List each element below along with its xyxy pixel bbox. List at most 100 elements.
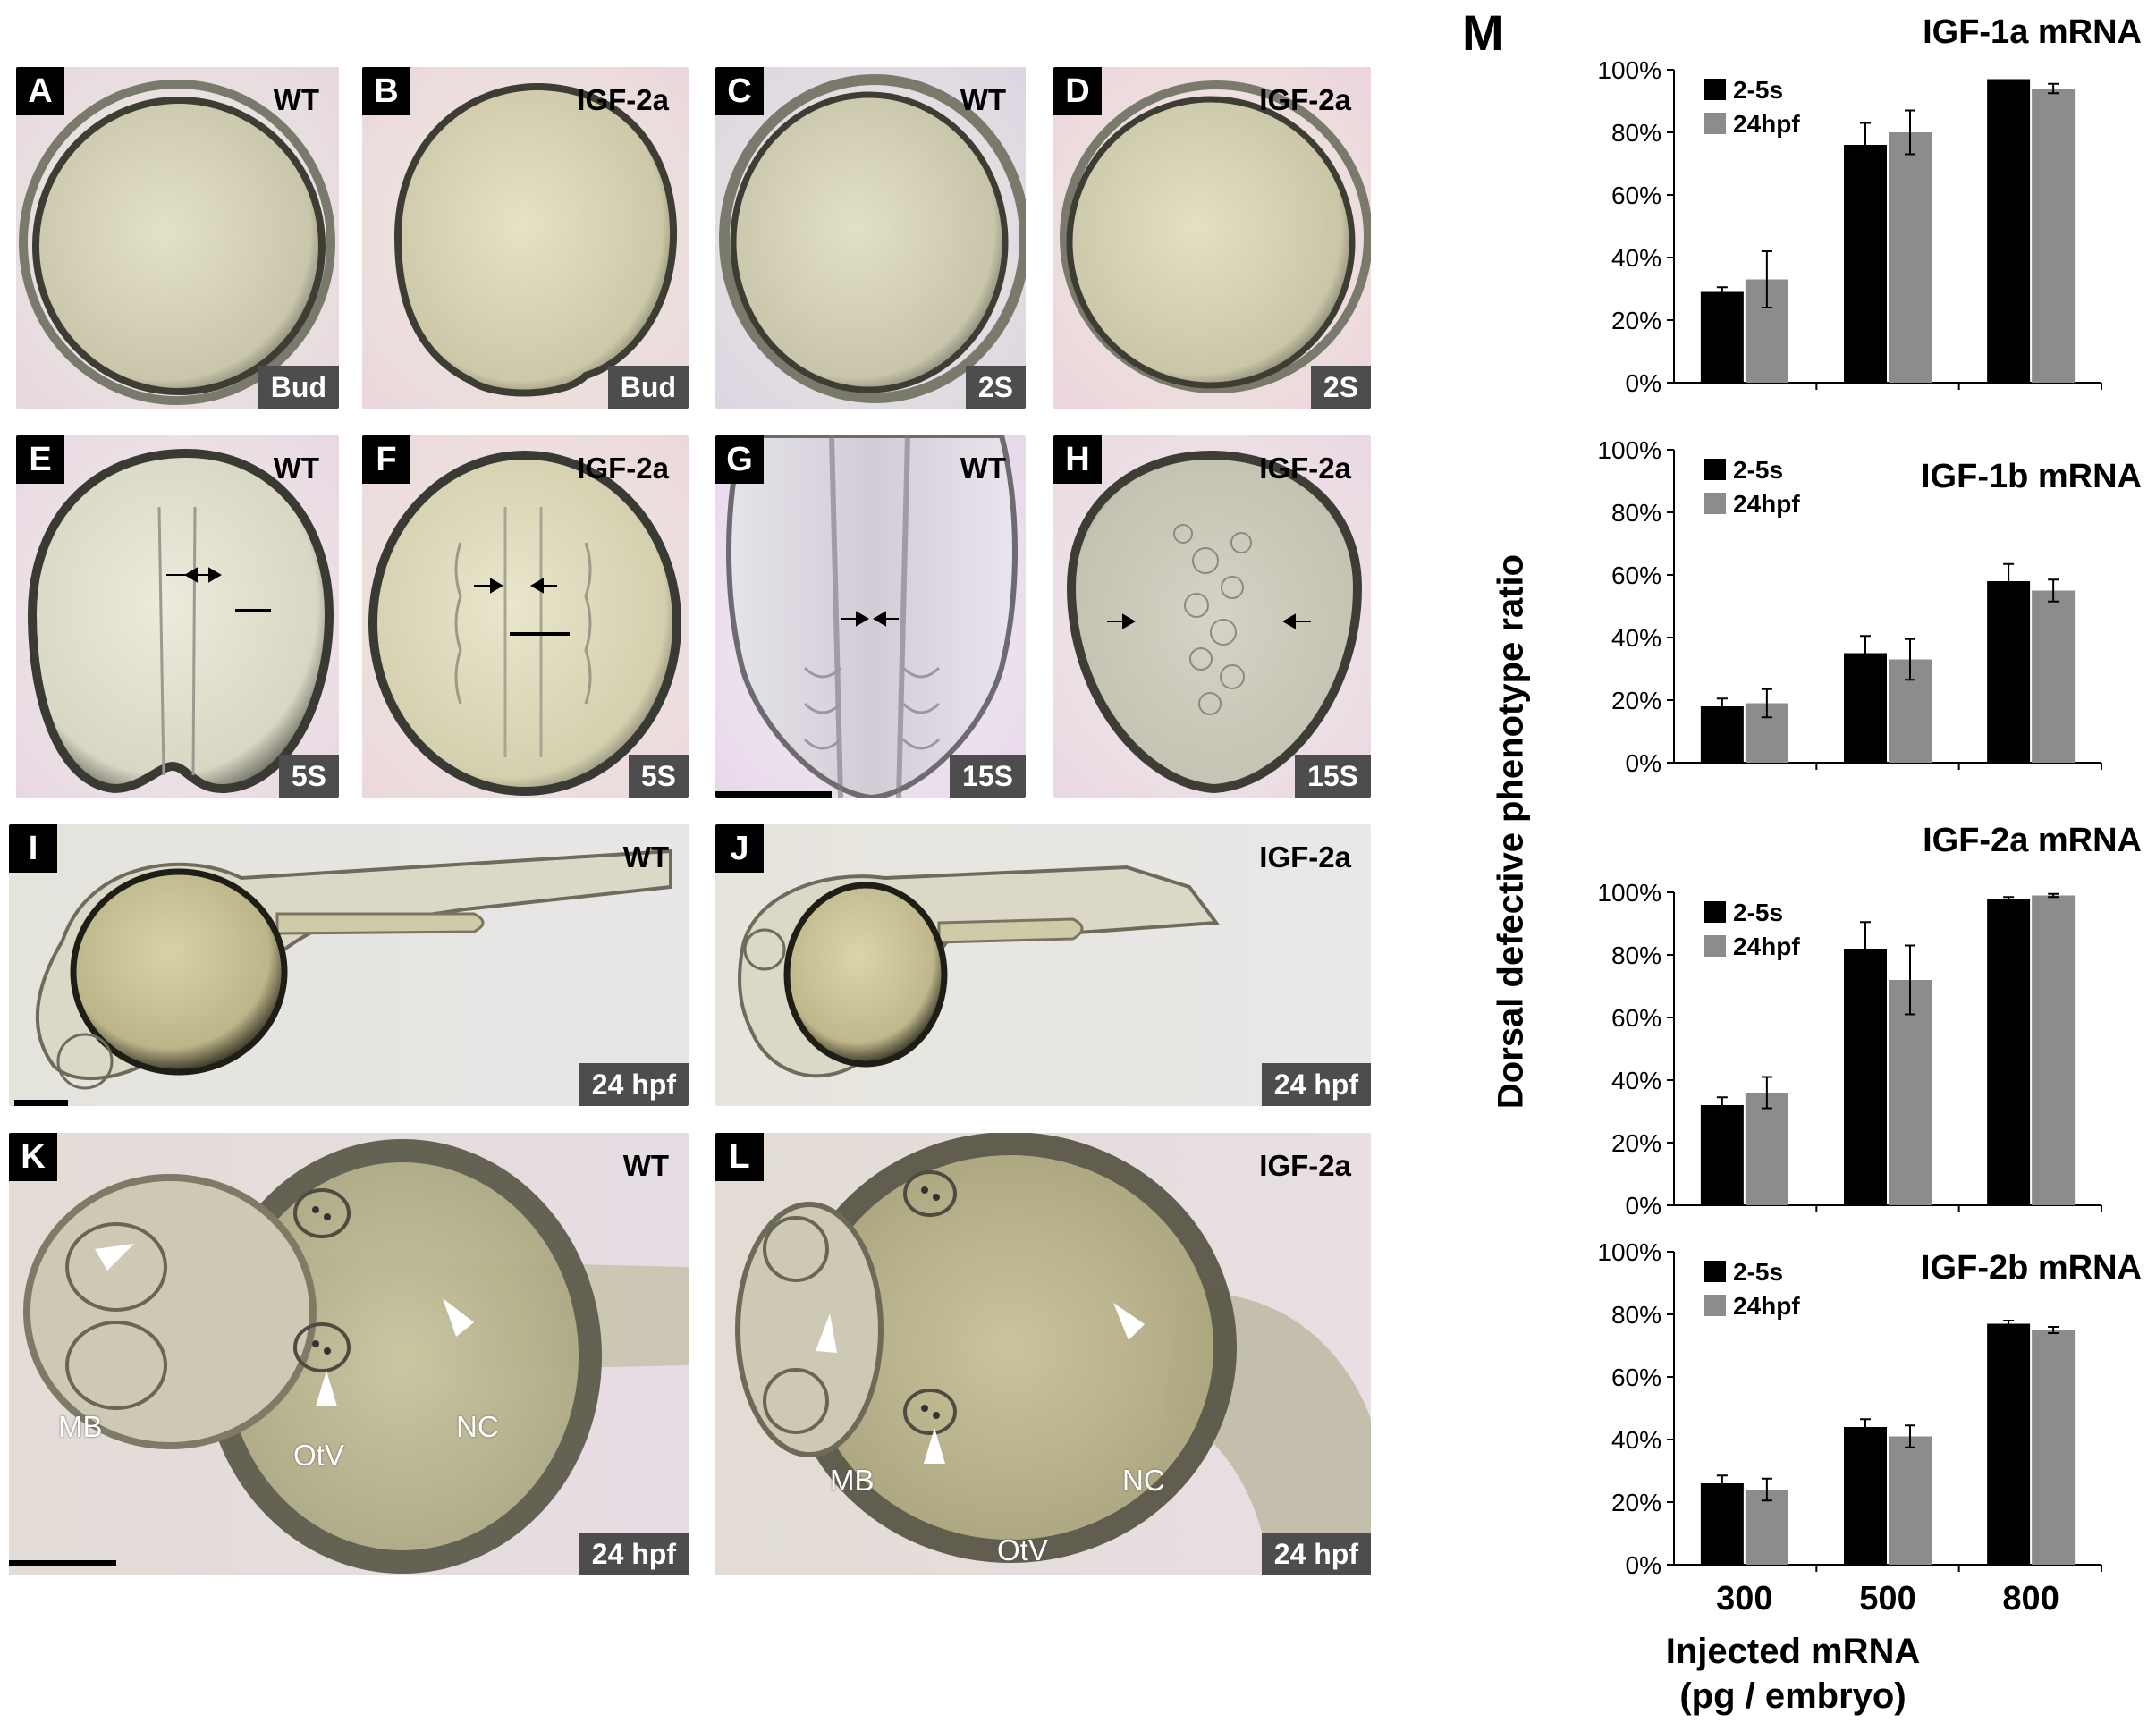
condition-label-j: IGF-2a <box>1259 840 1351 874</box>
panel-f: F IGF-2a 5S <box>362 435 689 798</box>
bar-2-5s-800 <box>1987 79 2031 383</box>
y-tick-label: 20% <box>1611 687 1661 714</box>
condition-label-a: WT <box>273 83 319 116</box>
y-tick-label: 60% <box>1611 562 1661 589</box>
panel-letter-d: D <box>1053 67 1102 115</box>
legend-label-24hpf: 24hpf <box>1733 490 1800 518</box>
chart-title: IGF-2a mRNA <box>1923 822 2142 859</box>
panel-b: B IGF-2a Bud <box>362 67 689 409</box>
bar-2-5s-300 <box>1700 291 1744 383</box>
bar-2-5s-500 <box>1844 653 1887 763</box>
y-axis-title: Dorsal defective phenotype ratio <box>1491 553 1531 1110</box>
panel-letter-f: F <box>362 435 410 484</box>
panel-letter-g: G <box>715 435 764 484</box>
condition-label-i: WT <box>622 840 669 874</box>
x-axis-title-line1: Injected mRNA <box>1665 1632 1921 1671</box>
x-tick-label: 300 <box>1716 1580 1772 1617</box>
legend-label-24hpf: 24hpf <box>1733 110 1800 138</box>
chart-title: IGF-1a mRNA <box>1923 13 2142 51</box>
bar-24hpf-800 <box>2032 590 2076 763</box>
bar-2-5s-300 <box>1700 1483 1744 1565</box>
legend-label-2-5s: 2-5s <box>1733 456 1783 484</box>
embryo-image-i <box>9 824 689 1106</box>
bar-24hpf-300 <box>1745 279 1788 383</box>
y-tick-label: 60% <box>1611 1364 1661 1391</box>
x-tick-label: 500 <box>1859 1580 1915 1617</box>
embryo-image-k <box>9 1133 689 1575</box>
panel-letter-a: A <box>16 67 64 115</box>
bar-24hpf-300 <box>1745 1093 1788 1205</box>
legend-swatch-24hpf <box>1704 113 1726 134</box>
panel-letter-i: I <box>9 824 57 873</box>
bar-2-5s-500 <box>1844 145 1887 383</box>
panel-letter-c: C <box>715 67 764 115</box>
panel-j: J IGF-2a 24 hpf <box>715 824 1371 1106</box>
bar-24hpf-300 <box>1745 1490 1788 1565</box>
stage-label-d: 2S <box>1310 366 1371 409</box>
y-tick-label: 100% <box>1597 436 1661 464</box>
y-tick-label: 0% <box>1626 1551 1661 1579</box>
y-tick-label: 80% <box>1611 941 1661 969</box>
stage-label-j: 24 hpf <box>1261 1063 1371 1106</box>
y-tick-label: 20% <box>1611 307 1661 334</box>
condition-label-c: WT <box>960 83 1006 116</box>
label-nc-k: NC <box>456 1410 499 1443</box>
panel-letter-k: K <box>9 1133 57 1181</box>
y-tick-label: 100% <box>1597 879 1661 907</box>
embryo-image-c <box>715 67 1026 409</box>
label-otv-l: OtV <box>997 1533 1048 1566</box>
bar-2-5s-500 <box>1844 949 1887 1205</box>
embryo-image-g <box>715 435 1026 798</box>
embryo-image-f <box>362 435 689 798</box>
condition-label-g: WT <box>960 452 1006 485</box>
scale-bar-g <box>715 791 832 798</box>
y-tick-label: 0% <box>1626 749 1661 777</box>
panel-h: H IGF-2a 15S <box>1053 435 1371 798</box>
stage-label-i: 24 hpf <box>579 1063 689 1106</box>
y-tick-label: 20% <box>1611 1489 1661 1516</box>
panel-letter-m: M <box>1462 4 1504 61</box>
stage-label-c: 2S <box>965 366 1026 409</box>
scale-bar-k <box>9 1560 116 1566</box>
embryo-image-l <box>715 1133 1371 1575</box>
y-tick-label: 40% <box>1611 624 1661 652</box>
legend-swatch-2-5s <box>1704 901 1726 923</box>
embryo-image-d <box>1053 67 1371 409</box>
panel-letter-h: H <box>1053 435 1102 484</box>
label-nc-l: NC <box>1122 1464 1165 1497</box>
legend-swatch-2-5s <box>1704 1261 1726 1282</box>
condition-label-f: IGF-2a <box>577 452 669 485</box>
stage-label-h: 15S <box>1295 755 1371 798</box>
panel-e: E WT 5S <box>16 435 339 798</box>
panel-k: MB OtV NC K WT 24 hpf <box>9 1133 689 1575</box>
panel-c: C WT 2S <box>715 67 1026 409</box>
stage-label-b: Bud <box>607 366 689 409</box>
bar-24hpf-800 <box>2032 1330 2076 1565</box>
x-tick-label: 800 <box>2002 1580 2059 1617</box>
condition-label-d: IGF-2a <box>1259 83 1351 116</box>
bar-2-5s-300 <box>1700 1105 1744 1205</box>
y-tick-label: 40% <box>1611 1067 1661 1094</box>
scale-bar-i <box>14 1100 68 1106</box>
legend-label-24hpf: 24hpf <box>1733 1292 1800 1320</box>
embryo-image-b <box>362 67 689 409</box>
y-tick-label: 100% <box>1597 56 1661 84</box>
panel-letter-b: B <box>362 67 410 115</box>
panel-d: D IGF-2a 2S <box>1053 67 1371 409</box>
condition-label-l: IGF-2a <box>1259 1149 1351 1182</box>
label-mb-k: MB <box>58 1410 103 1443</box>
panel-a: A WT Bud <box>16 67 339 409</box>
embryo-image-j <box>715 824 1371 1106</box>
panel-i: I WT 24 hpf <box>9 824 689 1106</box>
panel-letter-e: E <box>16 435 64 484</box>
bar-24hpf-300 <box>1745 703 1788 763</box>
bar-2-5s-300 <box>1700 706 1744 763</box>
label-otv-k: OtV <box>293 1439 344 1472</box>
panel-l: MB OtV NC L IGF-2a 24 hpf <box>715 1133 1371 1575</box>
y-tick-label: 40% <box>1611 1426 1661 1454</box>
bar-24hpf-800 <box>2032 89 2076 383</box>
bar-2-5s-500 <box>1844 1427 1887 1565</box>
condition-label-h: IGF-2a <box>1259 452 1351 485</box>
bar-2-5s-800 <box>1987 581 2031 763</box>
bar-24hpf-500 <box>1889 132 1932 383</box>
